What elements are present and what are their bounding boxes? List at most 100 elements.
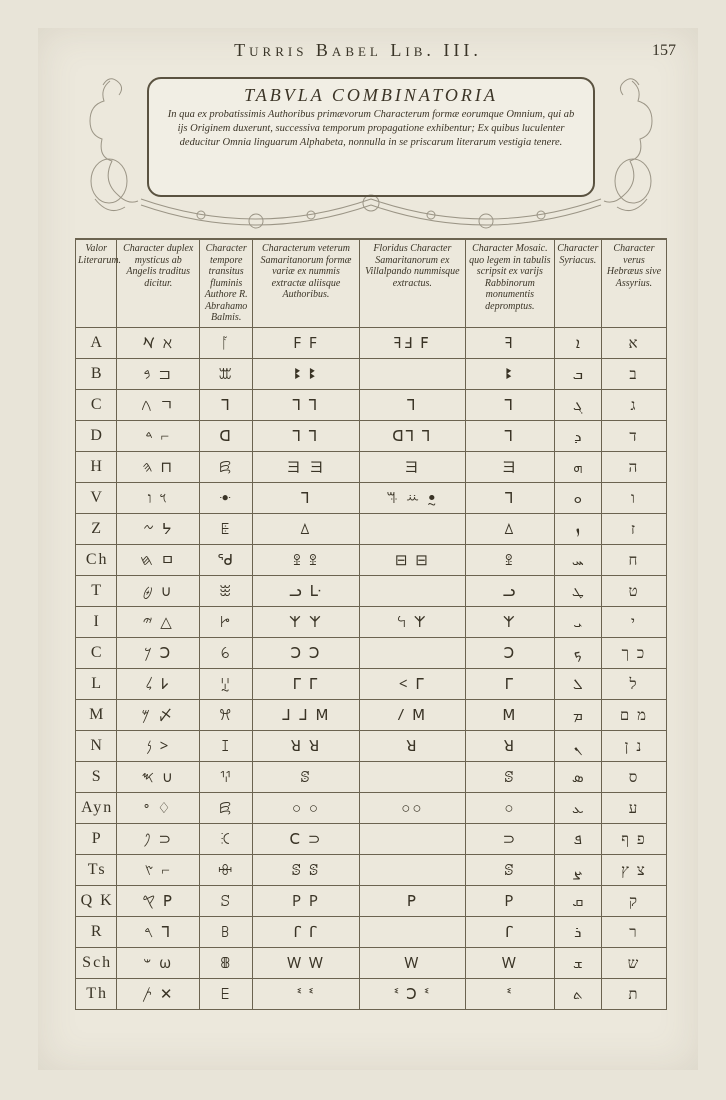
glyph-cell: ܒ xyxy=(554,358,601,389)
glyph-cell: ヨ ヨ xyxy=(253,451,359,482)
row-label: P xyxy=(76,823,117,854)
alphabet-table: Valor Literarum. Character duplex mystic… xyxy=(75,239,667,1010)
glyph-cell: ח xyxy=(601,544,666,575)
glyph-cell: ꓚ ⊃ xyxy=(253,823,359,854)
table-row: P𐤐 ⊃ꕿꓚ ⊃⊃ܦפ ף xyxy=(76,823,667,854)
glyph-cell: ꕪ 𐌙 xyxy=(359,606,465,637)
glyph-cell: ז xyxy=(601,513,666,544)
row-label: Z xyxy=(76,513,117,544)
glyph-cell: 𐤇 ㅁ xyxy=(117,544,200,575)
glyph-cell: ꓑ xyxy=(359,885,465,916)
glyph-cell: י xyxy=(601,606,666,637)
glyph-cell: ꔪ xyxy=(466,358,555,389)
glyph-cell: 𐤈 ∪ xyxy=(117,575,200,606)
glyph-cell: ܫ xyxy=(554,947,601,978)
table-row: A𐡀 ℵᚪF Fꟻꓞ ꓝꟻܐא xyxy=(76,327,667,358)
glyph-cell: 𐤄 ⊓ xyxy=(117,451,200,482)
glyph-cell: ꗛ xyxy=(200,792,253,823)
glyph-cell: ס xyxy=(601,761,666,792)
col-header: Character Syriacus. xyxy=(554,240,601,328)
glyph-cell: ヨ xyxy=(359,451,465,482)
glyph-cell: ꖿ xyxy=(200,575,253,606)
cartouche-figure-right xyxy=(597,71,667,221)
table-row: C𐤊 ꓛꕃꓛ ꓛꓛܟכ ך xyxy=(76,637,667,668)
glyph-cell: ꟻꓞ ꓝ xyxy=(359,327,465,358)
glyph-cell: ק xyxy=(601,885,666,916)
glyph-cell: ܡ xyxy=(554,699,601,730)
glyph-cell xyxy=(359,575,465,606)
glyph-cell xyxy=(359,916,465,947)
table-row: V𐤅 וꔹᒣꕐ ꕁ ꔸᒣܘו xyxy=(76,482,667,513)
glyph-cell: ᓫ ꓛ ᓫ xyxy=(359,978,465,1009)
table-header-row: Valor Literarum. Character duplex mystic… xyxy=(76,240,667,328)
glyph-cell: 𐤑 ⌐ xyxy=(117,854,200,885)
glyph-cell xyxy=(359,637,465,668)
glyph-cell: כ ך xyxy=(601,637,666,668)
glyph-cell: ܣ xyxy=(554,761,601,792)
glyph-cell xyxy=(359,823,465,854)
row-label: S xyxy=(76,761,117,792)
glyph-cell: 𐤁 ⊐ xyxy=(117,358,200,389)
glyph-cell: ꓛ ꓛ xyxy=(253,637,359,668)
glyph-cell: ꖬ xyxy=(200,761,253,792)
glyph-cell: ꗸ xyxy=(200,668,253,699)
glyph-cell: ꕭ xyxy=(200,358,253,389)
row-label: A xyxy=(76,327,117,358)
table-row: Q K𐤒 ꓑꕶP PꓑPܩק xyxy=(76,885,667,916)
glyph-cell: ᒣ xyxy=(466,482,555,513)
glyph-cell: 𐤉 △ xyxy=(117,606,200,637)
glyph-cell: ꕔ xyxy=(466,513,555,544)
glyph-cell: ܓ xyxy=(554,389,601,420)
col-header: Character duplex mysticus ab Angelis tra… xyxy=(117,240,200,328)
row-label: D xyxy=(76,420,117,451)
cartouche-frame: TABVLA COMBINATORIA In qua ex probatissi… xyxy=(147,77,595,197)
row-label: Q K xyxy=(76,885,117,916)
glyph-cell: ܨ xyxy=(554,854,601,885)
glyph-cell: 𐤓 ᒣ xyxy=(117,916,200,947)
glyph-cell: ד xyxy=(601,420,666,451)
glyph-cell: ꓩ xyxy=(466,916,555,947)
glyph-cell: 𐤍 > xyxy=(117,730,200,761)
glyph-cell: ת xyxy=(601,978,666,1009)
row-label: Th xyxy=(76,978,117,1009)
glyph-cell: ב xyxy=(601,358,666,389)
glyph-cell: ꓷꓶ ꓶ xyxy=(359,420,465,451)
row-label: B xyxy=(76,358,117,389)
col-header: Character verus Hebræus sive Assyrius. xyxy=(601,240,666,328)
glyph-cell: ꕃ xyxy=(200,637,253,668)
garland-ornament xyxy=(135,191,607,235)
col-header: Characterum veterum Samaritanorum formæ … xyxy=(253,240,359,328)
glyph-cell: ꓶ xyxy=(466,420,555,451)
glyph-cell: 𐤌 〆 xyxy=(117,699,200,730)
glyph-cell: ר xyxy=(601,916,666,947)
glyph-cell: ꕗ xyxy=(200,916,253,947)
glyph-cell: ꗍ xyxy=(200,513,253,544)
glyph-cell xyxy=(359,854,465,885)
table-row: Ts𐤑 ⌐ꗳꕷ ꕷꕷܨצ ץ xyxy=(76,854,667,885)
glyph-cell: ꓶ ꓶ xyxy=(253,420,359,451)
glyph-cell: 𐤅 ו xyxy=(117,482,200,513)
row-label: C xyxy=(76,389,117,420)
glyph-cell: ܥ xyxy=(554,792,601,823)
glyph-cell: נ ן xyxy=(601,730,666,761)
glyph-cell: ᖁ xyxy=(200,544,253,575)
glyph-cell: F F xyxy=(253,327,359,358)
glyph-cell: ש xyxy=(601,947,666,978)
glyph-cell: ܛ xyxy=(554,575,601,606)
glyph-cell xyxy=(359,761,465,792)
glyph-cell: ܠ xyxy=(554,668,601,699)
glyph-cell: 𐤔 ω xyxy=(117,947,200,978)
row-label: T xyxy=(76,575,117,606)
table-row: M𐤌 〆ꕮᒧ ᒧ ꓟⳆ ꓟꓟܡמ ם xyxy=(76,699,667,730)
glyph-cell: ꗳ xyxy=(200,854,253,885)
glyph-cell: ܗ xyxy=(554,451,601,482)
glyph-cell: ꓟ xyxy=(466,699,555,730)
table-row: D𐤃 ⌐ꓷꓶ ꓶꓷꓶ ꓶꓶܕד xyxy=(76,420,667,451)
glyph-cell: ꕷ xyxy=(253,761,359,792)
manuscript-page: Turris Babel Lib. III. 157 xyxy=(38,28,698,1070)
row-label: I xyxy=(76,606,117,637)
glyph-cell: ꕷ ꕷ xyxy=(253,854,359,885)
row-label: V xyxy=(76,482,117,513)
glyph-cell: ꓛ xyxy=(466,637,555,668)
row-label: R xyxy=(76,916,117,947)
